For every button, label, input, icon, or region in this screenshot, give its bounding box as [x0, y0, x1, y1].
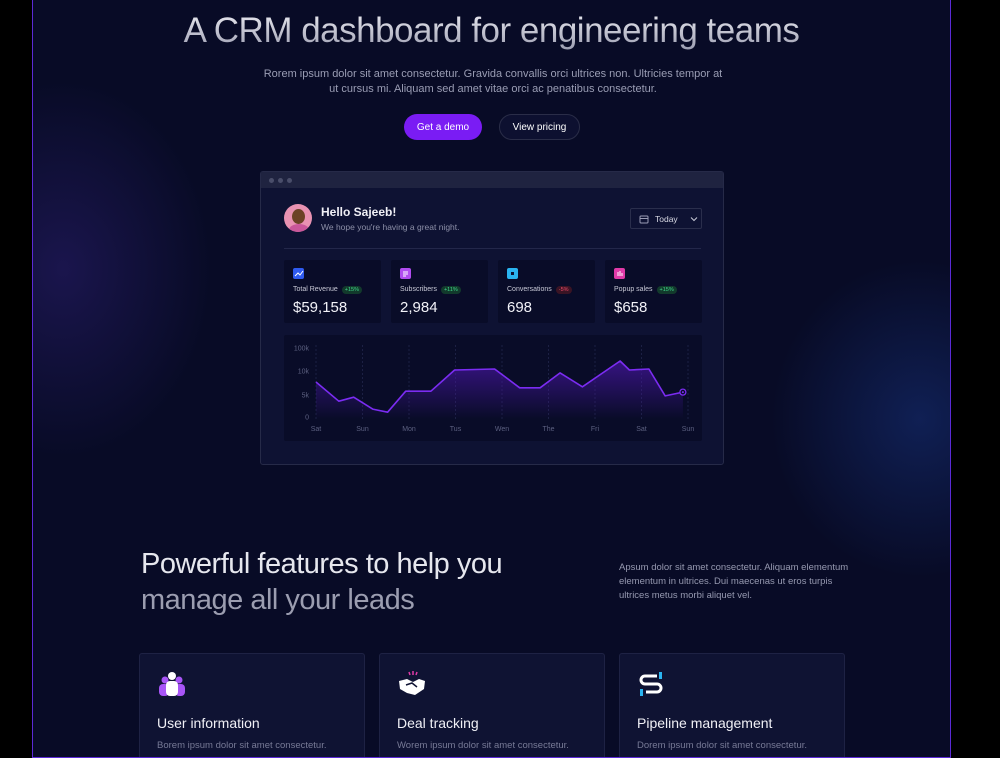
chevron-down-icon	[690, 216, 698, 221]
x-tick-label: Sat	[636, 426, 647, 433]
x-tick-label: Fri	[591, 426, 600, 433]
background-glow	[770, 259, 950, 579]
document-icon	[400, 268, 411, 279]
users-icon	[157, 671, 187, 702]
view-pricing-button[interactable]: View pricing	[499, 114, 580, 140]
y-tick-label: 5k	[302, 393, 310, 400]
x-tick-label: Sat	[311, 426, 322, 433]
divider	[284, 248, 701, 249]
feature-card: Pipeline management Dorem ipsum dolor si…	[619, 653, 845, 757]
background-glow	[33, 79, 213, 459]
feature-card: Deal tracking Worem ipsum dolor sit amet…	[379, 653, 605, 757]
x-tick-label: Sun	[356, 426, 369, 433]
x-tick-label: The	[542, 426, 554, 433]
hero-subtitle: Rorem ipsum dolor sit amet consectetur. …	[263, 68, 723, 95]
stat-label: Popup sales +15%	[614, 286, 677, 294]
feature-title: Pipeline management	[637, 715, 773, 731]
feature-description: Borem ipsum dolor sit amet consectetur.	[157, 740, 327, 751]
date-filter-label: Today	[655, 213, 678, 224]
series-line	[315, 360, 684, 413]
window-titlebar	[261, 172, 723, 188]
y-tick-label: 100k	[294, 346, 310, 353]
stat-value: 698	[507, 299, 533, 316]
window-dot	[287, 177, 292, 183]
feature-title: Deal tracking	[397, 715, 479, 731]
features-heading-line1: Powerful features to help you	[141, 548, 503, 580]
change-badge: -5%	[555, 286, 572, 294]
stat-card: Total Revenue +15% $59,158	[284, 260, 381, 323]
x-tick-label: Sun	[682, 426, 695, 433]
stat-card: Conversations -5% 698	[498, 260, 595, 323]
features-heading: Powerful features to help you manage all …	[141, 546, 503, 618]
revenue-chart: Sat Sun Mon Tus Wen The Fri Sat Sun 100k 10k 5k 0	[284, 335, 702, 441]
stat-label: Conversations -5%	[507, 286, 572, 294]
trend-chart-icon	[293, 268, 304, 279]
stat-label: Subscribers +11%	[400, 286, 461, 294]
change-badge: +11%	[440, 286, 461, 294]
window-dot	[269, 177, 274, 183]
greeting-message: We hope you're having a great night.	[321, 222, 460, 232]
x-tick-label: Wen	[495, 426, 509, 433]
feature-title: User information	[157, 715, 260, 731]
area-fill	[316, 361, 683, 419]
feature-card: User information Borem ipsum dolor sit a…	[139, 653, 365, 757]
stat-value: 2,984	[400, 299, 438, 316]
stat-value: $59,158	[293, 299, 348, 316]
get-demo-button[interactable]: Get a demo	[404, 114, 482, 140]
landing-page: A CRM dashboard for engineering teams Ro…	[32, 0, 951, 758]
greeting: Hello Sajeeb!	[321, 205, 397, 219]
stat-label: Total Revenue +15%	[293, 286, 362, 294]
change-badge: +15%	[656, 286, 677, 294]
x-tick-label: Mon	[402, 426, 416, 433]
stat-value: $658	[614, 299, 648, 316]
y-tick-label: 10k	[298, 369, 310, 376]
shield-icon	[507, 268, 518, 279]
x-tick-label: Tus	[450, 426, 462, 433]
hero-title: A CRM dashboard for engineering teams	[33, 11, 950, 51]
avatar	[284, 204, 312, 232]
handshake-icon	[397, 671, 427, 702]
feature-description: Dorem ipsum dolor sit amet consectetur.	[637, 740, 808, 751]
stat-card: Subscribers +11% 2,984	[391, 260, 488, 323]
bar-chart-icon	[614, 268, 625, 279]
calendar-icon	[639, 215, 649, 223]
features-heading-line2: manage all your leads	[141, 584, 415, 616]
features-description: Apsum dolor sit amet consectetur. Aliqua…	[619, 562, 849, 601]
last-point-dot	[681, 391, 684, 394]
y-tick-label: 0	[305, 415, 309, 422]
stat-card: Popup sales +15% $658	[605, 260, 702, 323]
pipeline-icon	[637, 671, 667, 702]
change-badge: +15%	[341, 286, 362, 294]
date-filter-dropdown[interactable]: Today	[630, 208, 702, 229]
window-dot	[278, 177, 283, 183]
feature-description: Worem ipsum dolor sit amet consectetur.	[397, 740, 569, 751]
dashboard-preview: Hello Sajeeb! We hope you're having a gr…	[260, 171, 724, 465]
